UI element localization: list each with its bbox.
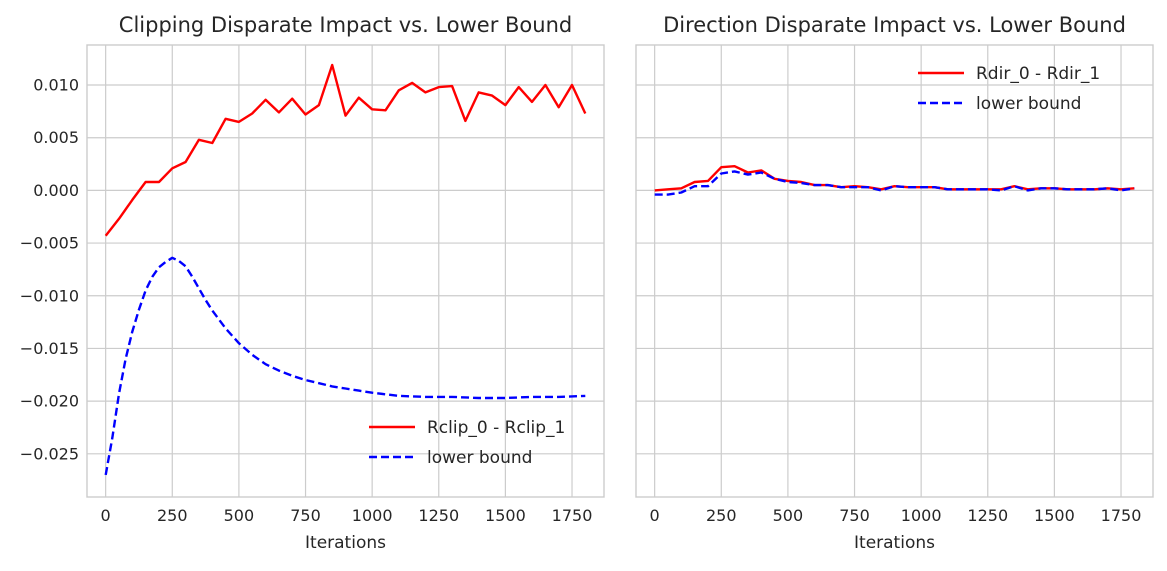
y-tick-label: −0.005 (20, 234, 79, 253)
x-tick-label: 0 (101, 506, 111, 525)
chart-title: Direction Disparate Impact vs. Lower Bou… (663, 13, 1126, 37)
series-line-difference (654, 164, 1135, 192)
x-tick-label: 1250 (967, 506, 1008, 525)
x-tick-label: 0 (650, 506, 660, 525)
x-tick-label: 1000 (352, 506, 393, 525)
y-tick-label: 0.000 (33, 181, 79, 200)
x-tick-label: 1250 (418, 506, 459, 525)
y-tick-label: 0.010 (33, 76, 79, 95)
x-tick-label: 500 (224, 506, 255, 525)
legend-label: Rclip_0 - Rclip_1 (427, 418, 565, 438)
x-axis-label: Iterations (305, 533, 386, 553)
chart-title: Clipping Disparate Impact vs. Lower Boun… (119, 13, 572, 37)
x-tick-label: 250 (157, 506, 188, 525)
x-tick-label: 1500 (1034, 506, 1075, 525)
series-line-lower-bound (654, 170, 1135, 196)
x-tick-label: 750 (839, 506, 870, 525)
x-tick-label: 1000 (901, 506, 942, 525)
plot-frame (635, 44, 1154, 498)
series-line-lower-bound (104, 256, 586, 476)
chart-clipping-disparate-impact: 0 250 500 750 1000 1250 1500 1750 0.010 0.005 0.00… (20, 13, 605, 553)
y-tick-label: −0.025 (20, 444, 79, 463)
y-tick-label: −0.020 (20, 392, 79, 411)
plot-frame (86, 44, 605, 498)
x-tick-label: 500 (773, 506, 804, 525)
x-tick-label: 1500 (485, 506, 526, 525)
x-tick-label: 250 (706, 506, 737, 525)
y-tick-label: −0.015 (20, 339, 79, 358)
x-tick-label: 1750 (1101, 506, 1142, 525)
x-axis-label: Iterations (854, 533, 935, 553)
legend-label: Rdir_0 - Rdir_1 (976, 64, 1100, 84)
y-tick-label: −0.010 (20, 286, 79, 305)
y-tick-label: 0.005 (33, 128, 79, 147)
chart-direction-disparate-impact: 0 250 500 750 1000 1250 1500 1750 Direction Disp… (635, 13, 1154, 553)
x-tick-label: 750 (290, 506, 321, 525)
series-line-difference (104, 63, 587, 237)
legend-label: lower bound (976, 94, 1081, 114)
legend-label: lower bound (427, 448, 532, 468)
x-tick-label: 1750 (552, 506, 593, 525)
